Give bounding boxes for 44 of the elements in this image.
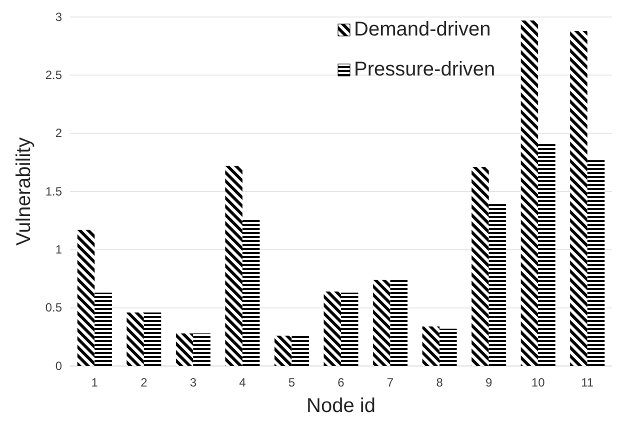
bar [274, 336, 292, 366]
bar [242, 219, 260, 366]
x-tick-label: 8 [436, 376, 444, 390]
y-tick-label: 3 [55, 10, 62, 24]
bar [520, 20, 538, 366]
y-tick-label: 2.5 [45, 68, 62, 82]
bar [324, 292, 341, 366]
y-tick-label: 0.5 [45, 300, 62, 315]
bar [77, 230, 95, 366]
x-tick-label: 11 [581, 376, 594, 390]
bar [225, 166, 242, 366]
bar [144, 312, 162, 366]
x-axis-title: Node id [306, 395, 376, 417]
x-tick-label: 5 [288, 376, 296, 390]
x-tick-label: 9 [485, 376, 492, 390]
bar [193, 333, 210, 366]
legend-label: Demand-driven [354, 18, 491, 40]
x-tick-label: 4 [239, 376, 246, 390]
y-tick-label: 2 [55, 126, 62, 140]
y-axis-title: Vulnerability [13, 137, 35, 246]
bar [126, 312, 144, 366]
x-tick-label: 7 [386, 376, 394, 390]
y-tick-label: 0 [55, 358, 62, 373]
bar [440, 328, 457, 366]
bar [587, 160, 605, 366]
bar [390, 280, 408, 366]
x-tick-label: 1 [91, 376, 98, 390]
x-tick-label: 6 [338, 376, 345, 390]
bar [94, 292, 112, 366]
bar [488, 203, 506, 366]
bar [472, 167, 489, 366]
y-tick-label: 1 [55, 242, 62, 257]
x-tick-label: 3 [190, 376, 197, 390]
bar [341, 292, 358, 366]
x-tick-label: 10 [531, 376, 546, 390]
bar [570, 30, 588, 366]
bar [373, 280, 390, 366]
y-tick-label: 1.5 [45, 184, 62, 198]
legend-label: Pressure-driven [354, 58, 496, 80]
x-tick-label: 2 [140, 376, 148, 390]
bar [176, 333, 194, 366]
bar [538, 144, 556, 366]
bar [292, 336, 309, 366]
bar [422, 326, 440, 366]
